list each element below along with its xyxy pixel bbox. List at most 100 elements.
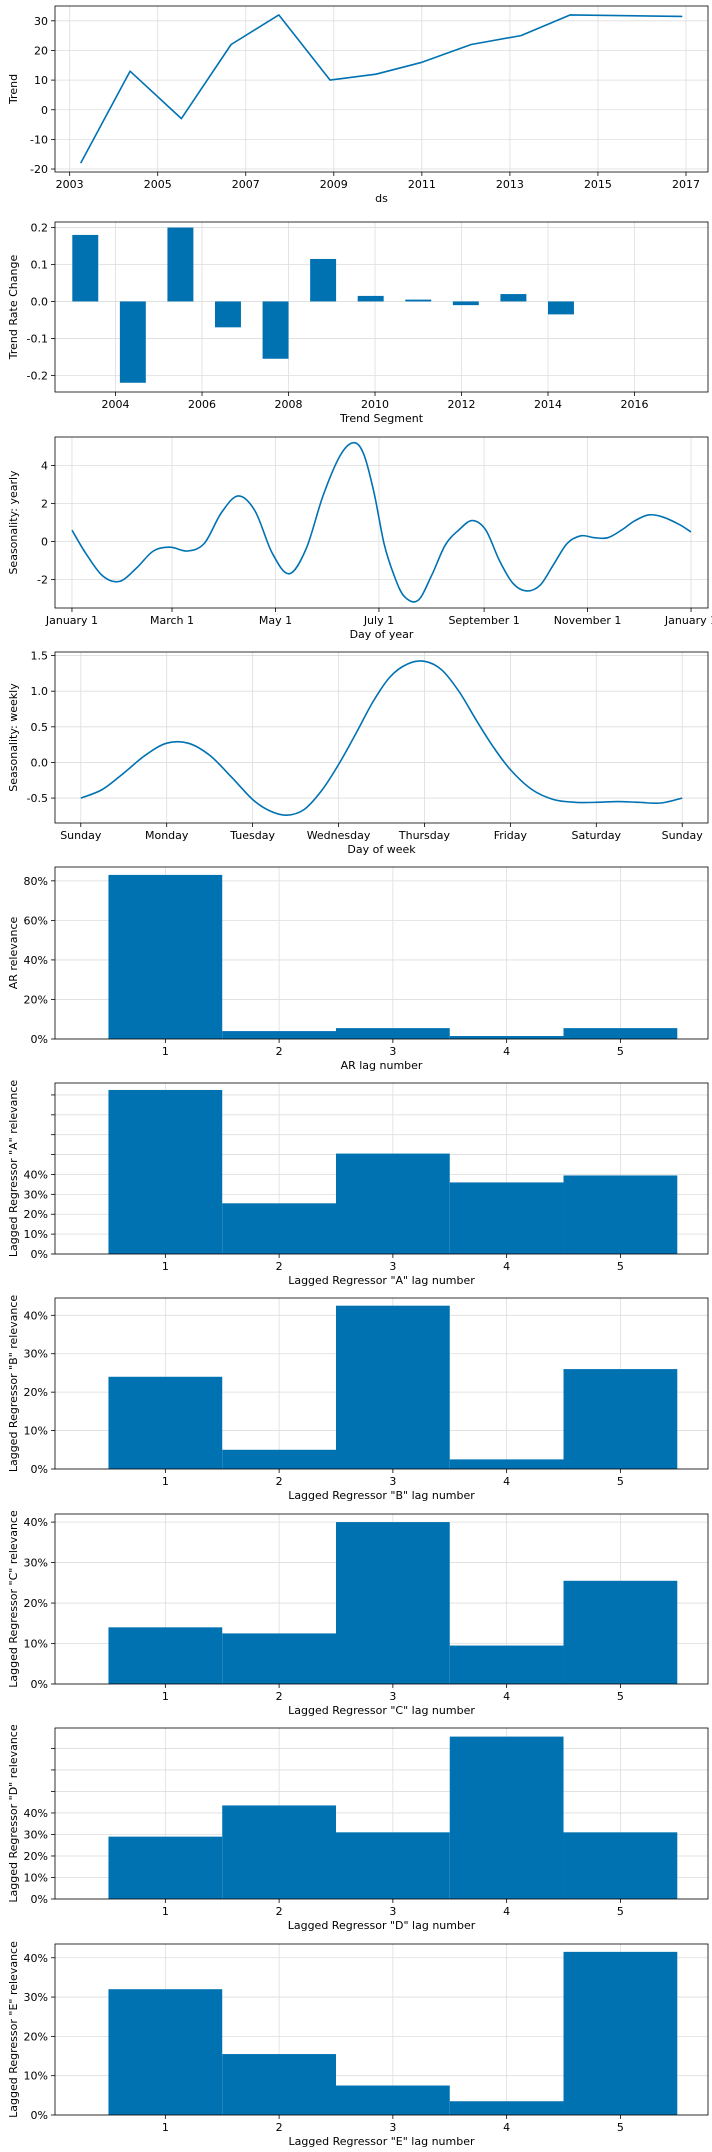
x-tick-label: 1 [162,1260,169,1273]
x-axis-label: Lagged Regressor "A" lag number [288,1274,475,1287]
series-line [80,660,683,817]
bar [449,1645,564,1684]
bar [310,258,337,302]
y-tick-label: 0% [31,1033,48,1046]
bar [222,1031,336,1039]
trend-rate-change-panel: 2004 2006 2008 2010 2012 2014 2016 -0.2 -0.1 0.0 0… [7,221,709,425]
x-tick-label: 2 [276,1690,283,1703]
bar [563,1369,678,1469]
x-axis-label: Day of year [350,628,414,641]
bar [547,301,574,315]
x-tick-label: January 1 [45,614,98,627]
y-tick-label: 80% [24,875,48,888]
yearly-seasonality-panel: January 1 March 1 May 1 July 1 September 1 No… [7,436,712,641]
x-tick-label: March 1 [150,614,194,627]
x-tick-label: 2 [276,1905,283,1918]
y-tick-label: 30% [24,1557,48,1570]
y-tick-label: -0.1 [27,332,48,345]
x-tick-label: 2009 [320,178,348,191]
plot-frame [54,651,709,824]
y-tick-label: -20 [30,163,48,176]
bar [452,301,479,306]
x-tick-label: 2004 [102,398,130,411]
y-tick-label: 30% [24,1991,48,2004]
x-axis-label: Lagged Regressor "D" lag number [288,1919,476,1932]
x-tick-label: 2013 [496,178,524,191]
y-tick-label: 0% [31,1678,48,1691]
x-tick-label: 5 [617,2121,624,2134]
x-tick-label: Friday [494,829,528,842]
bar [222,1203,336,1254]
x-axis-label: ds [375,192,388,205]
y-tick-label: -2 [37,574,48,587]
x-tick-label: 5 [617,1475,624,1488]
lagged-regressor-c-panel: 1 2 3 4 5 0% 10% 20% 30% 40% Lagged Regressor "C" … [7,1510,709,1717]
x-tick-label: 2007 [232,178,260,191]
plot-frame [54,866,709,1040]
y-axis-label: Lagged Regressor "E" relevance [7,1941,20,2118]
bar [449,1736,564,1899]
x-tick-label: Sunday [60,829,102,842]
y-tick-label: 10 [34,74,48,87]
bar [72,234,99,302]
y-tick-label: 30% [24,1348,48,1361]
y-tick-label: -10 [30,133,48,146]
x-tick-label: Thursday [398,829,451,842]
bar [222,2054,336,2115]
y-axis-label: Lagged Regressor "C" relevance [7,1510,20,1688]
plot-frame [54,221,709,393]
x-tick-label: 3 [389,1045,396,1058]
y-tick-label: 0.2 [31,222,49,235]
y-tick-label: 0% [31,2109,48,2122]
x-tick-label: 2005 [144,178,172,191]
y-tick-label: 10% [24,1425,48,1438]
y-tick-label: 0% [31,1893,48,1906]
bar [449,1182,564,1254]
y-tick-label: 40% [24,1807,48,1820]
y-tick-label: 20% [24,1597,48,1610]
y-tick-label: 30 [34,15,48,28]
y-tick-label: 40% [24,1309,48,1322]
y-axis-label: Lagged Regressor "B" relevance [7,1295,20,1473]
bar [222,1805,336,1899]
plot-frame [54,1943,709,2116]
x-axis-label: Trend Segment [339,412,424,425]
y-tick-label: 20 [34,44,48,57]
y-tick-label: 10% [24,1228,48,1241]
x-tick-label: 2 [276,1475,283,1488]
x-tick-label: January 1 [664,614,712,627]
x-tick-label: 2 [276,1260,283,1273]
bar [262,301,289,359]
x-tick-label: 2 [276,2121,283,2134]
y-tick-label: 10% [24,1871,48,1884]
plot-frame [54,1727,709,1900]
x-tick-label: 2010 [361,398,389,411]
x-axis-label: Lagged Regressor "C" lag number [288,1704,475,1717]
x-tick-label: 1 [162,1475,169,1488]
bar [449,1036,564,1039]
x-tick-label: 4 [503,1260,510,1273]
x-tick-label: 1 [162,2121,169,2134]
x-tick-label: 1 [162,1690,169,1703]
series-line [71,441,692,603]
lagged-regressor-b-panel: 1 2 3 4 5 0% 10% 20% 30% 40% Lagged Regressor "B" … [7,1295,709,1502]
y-tick-label: 20% [24,1386,48,1399]
bar [335,1028,450,1039]
x-tick-label: 2017 [672,178,700,191]
x-tick-label: Sunday [662,829,704,842]
x-tick-label: May 1 [259,614,292,627]
y-tick-label: 2 [41,498,48,511]
trend-panel: 2003 2005 2007 2009 2011 2013 2015 2017 -20 -10 0 1… [7,5,709,205]
lagged-regressor-a-panel: 1 2 3 4 5 0% 10% 20% 30% 40% Lagged Regressor "A" … [7,1080,709,1287]
y-tick-label: 0.0 [31,295,49,308]
y-tick-label: 0% [31,1248,48,1261]
x-tick-label: 2 [276,1045,283,1058]
y-axis-label: Seasonality: weekly [7,683,20,792]
plot-frame [54,436,709,609]
x-axis-label: Lagged Regressor "B" lag number [288,1489,475,1502]
y-tick-label: 20% [24,1850,48,1863]
bar [563,1028,678,1039]
x-tick-label: 3 [389,2121,396,2134]
x-tick-label: Tuesday [229,829,275,842]
